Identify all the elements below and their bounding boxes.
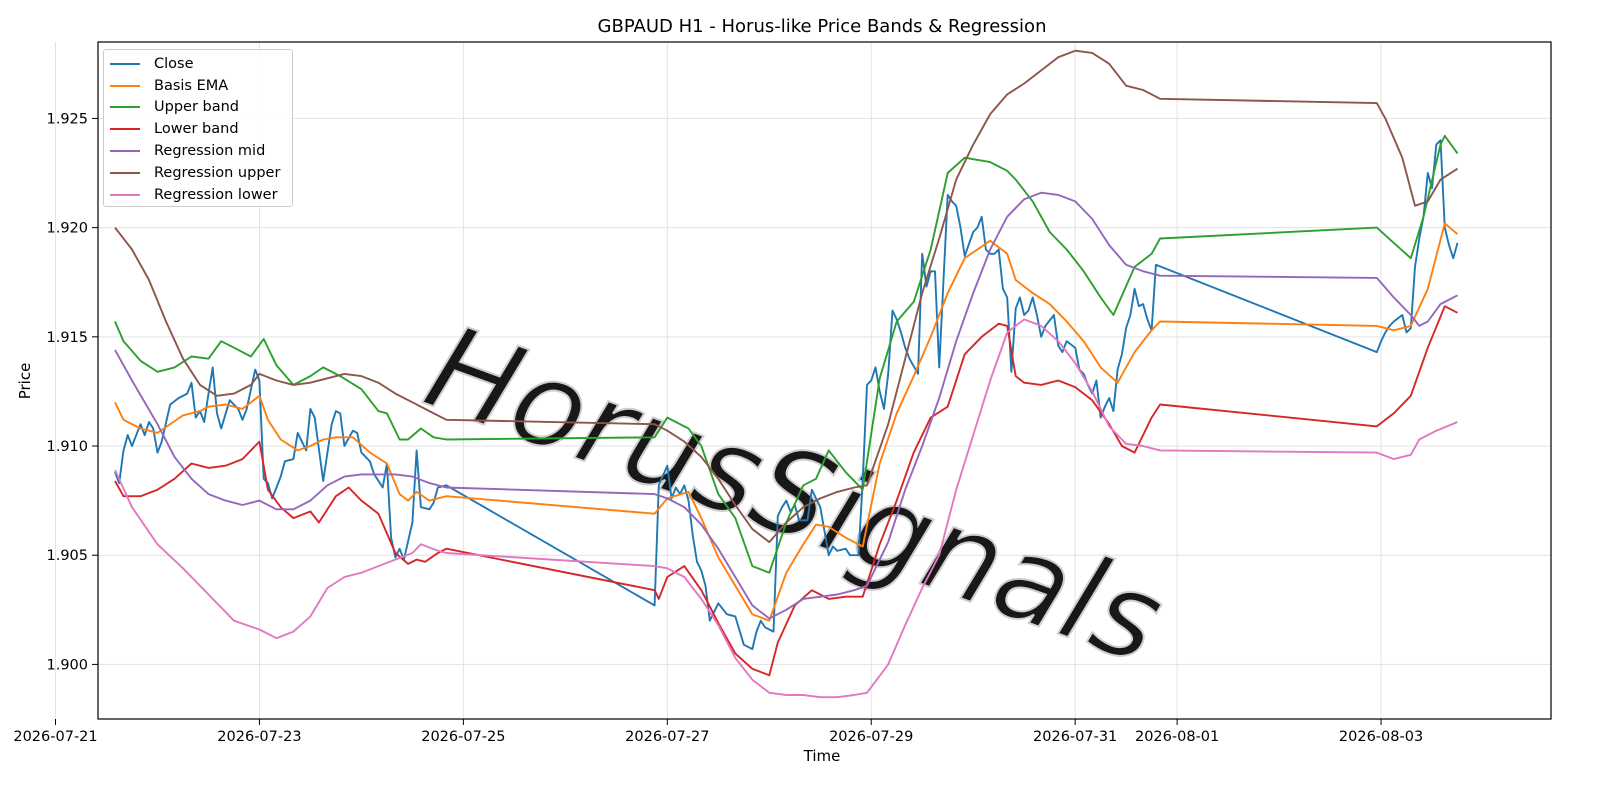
x-tick-label: 2026-07-21 [13,729,97,745]
legend-item-regression-upper: Regression upper [104,162,292,184]
y-tick-label: 1.910 [46,439,88,455]
chart-legend: Close Basis EMA Upper band Lower band Regres… [103,49,293,207]
series-line-regression-upper [114,49,1459,544]
y-tick-label: 1.920 [46,221,88,237]
legend-item-lower-band: Lower band [104,118,292,140]
legend-item-close: Close [104,53,292,75]
series-line-regression-lower [114,318,1458,699]
x-axis-label: Time [803,747,841,765]
chart-title: GBPAUD H1 - Horus-like Price Bands & Reg… [598,16,1047,37]
legend-swatch [110,62,140,65]
legend-label: Upper band [154,99,239,116]
legend-item-regression-lower: Regression lower [104,184,292,206]
legend-swatch [110,106,140,109]
series-lines [114,49,1459,699]
series-line-regression-mid [114,191,1458,620]
plot-frame [97,41,1552,720]
x-tick-label: 2026-07-25 [421,729,505,745]
series-line-upper-band [114,134,1459,574]
series-line-lower-band [114,305,1458,677]
series-line-basis-ema [114,222,1459,622]
legend-item-upper-band: Upper band [104,97,292,119]
legend-label: Regression mid [154,143,266,160]
x-tick-label: 2026-08-01 [1135,729,1219,745]
x-tick-label: 2026-07-29 [829,729,913,745]
series-line-close [114,139,1459,651]
legend-label: Regression upper [154,164,281,181]
x-tick-label: 2026-08-03 [1339,729,1423,745]
x-tick-label: 2026-07-31 [1033,729,1117,745]
grid-lines [55,42,1551,719]
y-tick-label: 1.915 [46,330,88,346]
y-tick-label: 1.900 [46,657,88,673]
legend-swatch [110,171,140,174]
y-tick-label: 1.905 [46,548,88,564]
legend-label: Close [154,55,194,72]
legend-label: Basis EMA [154,77,229,94]
legend-swatch [110,150,140,153]
legend-swatch [110,84,140,87]
y-tick-label: 1.925 [46,111,88,127]
legend-item-basis-ema: Basis EMA [104,75,292,97]
x-axis-ticks: 2026-07-21 2026-07-23 2026-07-25 2026-07-27… [13,719,1423,745]
legend-label: Lower band [154,121,239,138]
legend-label: Regression lower [154,186,278,203]
y-axis-ticks: 1.900 1.905 1.910 1.915 1.920 1.925 [46,111,98,673]
x-tick-label: 2026-07-23 [217,729,301,745]
y-axis-label: Price [16,363,34,400]
x-tick-label: 2026-07-27 [625,729,709,745]
legend-swatch [110,193,140,196]
legend-item-regression-mid: Regression mid [104,140,292,162]
legend-swatch [110,128,140,131]
